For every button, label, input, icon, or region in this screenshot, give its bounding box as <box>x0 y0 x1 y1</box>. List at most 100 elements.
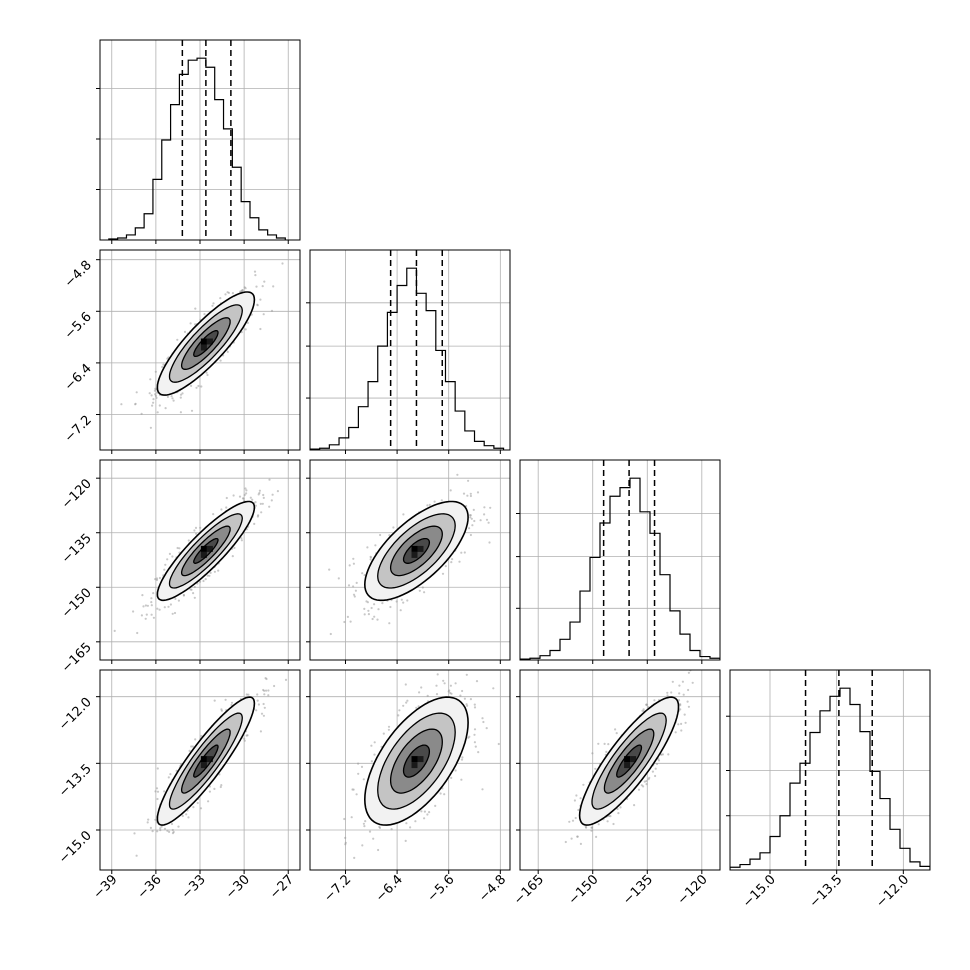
scatter-point <box>348 564 351 567</box>
scatter-point <box>179 411 182 414</box>
scatter-point <box>485 518 489 521</box>
scatter-point <box>388 534 391 537</box>
contour-line-0 <box>156 291 256 396</box>
scatter-point <box>449 684 452 687</box>
scatter-point <box>357 772 360 775</box>
scatter-point <box>423 810 426 813</box>
scatter-point <box>666 694 669 697</box>
panel-1-1 <box>306 249 511 454</box>
scatter-point <box>686 700 689 703</box>
contour-line-3 <box>402 537 431 564</box>
grid <box>310 250 510 450</box>
y-tick-label: −165 <box>59 640 95 676</box>
peak-cell <box>200 756 207 763</box>
panel-frame <box>729 669 931 871</box>
scatter-point <box>262 688 265 692</box>
y-tick-label: −150 <box>59 585 95 621</box>
scatter-point <box>526 701 528 703</box>
scatter-point <box>462 492 466 495</box>
scatter-point <box>149 426 152 429</box>
grid <box>520 460 720 660</box>
panel-frame <box>309 459 511 661</box>
scatter-point <box>582 783 585 786</box>
scatter-point <box>370 760 373 763</box>
scatter-point <box>152 398 155 401</box>
scatter-point <box>614 728 617 731</box>
scatter-point <box>426 813 429 816</box>
scatter-point <box>487 521 490 524</box>
scatter-point <box>200 385 203 388</box>
contour-line-3 <box>402 744 431 778</box>
scatter-point <box>262 493 265 497</box>
scatter-point <box>270 499 273 502</box>
contour-line-2 <box>180 525 231 577</box>
scatter-point <box>155 578 159 582</box>
scatter-point <box>200 734 203 738</box>
scatter-point <box>171 612 174 615</box>
scatter-point <box>208 790 211 793</box>
scatter-point <box>344 836 347 840</box>
scatter-point <box>414 820 417 823</box>
scatter-point <box>363 613 366 616</box>
scatter-point <box>227 291 230 294</box>
scatter-point <box>469 492 472 495</box>
scatter-point <box>352 593 356 596</box>
scatter-point <box>472 508 475 511</box>
scatter-point <box>404 839 407 843</box>
scatter-point <box>435 684 438 687</box>
scatter-point <box>194 738 197 741</box>
scatter-point <box>152 616 155 619</box>
scatter-point <box>254 501 257 504</box>
x-tick-label: −4.8 <box>476 872 509 905</box>
scatter-point <box>150 597 153 600</box>
scatter-point <box>225 496 228 500</box>
panel-frame <box>309 249 511 451</box>
scatter-point <box>156 411 159 414</box>
scatter-point <box>192 592 195 595</box>
panel-content <box>113 478 279 635</box>
scatter-point <box>343 817 346 821</box>
scatter-point <box>154 818 157 821</box>
contour-line-2 <box>180 728 231 794</box>
scatter-point <box>367 609 370 612</box>
scatter-point <box>147 818 150 821</box>
scatter-point <box>163 568 166 571</box>
scatter-point <box>454 682 457 685</box>
scatter-point <box>177 599 180 602</box>
scatter-point <box>352 562 355 565</box>
scatter-point <box>219 297 222 300</box>
scatter-point <box>415 706 418 709</box>
scatter-point <box>152 592 155 595</box>
scatter-point <box>243 739 246 742</box>
scatter-point <box>343 620 346 624</box>
scatter-point <box>404 683 407 686</box>
scatter-point <box>354 589 357 592</box>
scatter-point <box>423 817 426 820</box>
scatter-point <box>488 541 491 544</box>
scatter-point <box>164 563 167 566</box>
scatter-point <box>687 705 691 708</box>
scatter-point <box>362 822 365 825</box>
scatter-point <box>482 720 485 724</box>
scatter-point <box>370 744 373 747</box>
scatter-point <box>666 691 669 694</box>
scatter-point <box>169 603 172 606</box>
scatter-point <box>187 539 190 542</box>
scatter-point <box>206 373 209 377</box>
scatter-point <box>595 835 598 839</box>
scatter-point <box>682 693 685 696</box>
scatter-point <box>373 615 376 618</box>
scatter-point <box>240 537 243 540</box>
scatter-point <box>247 693 250 696</box>
panel-3-0: −39 −36 −33 −30 −27 −15.0 −13.5 −12.0 <box>56 669 301 902</box>
scatter-point <box>358 872 360 874</box>
scatter-point <box>603 742 606 746</box>
scatter-point <box>370 606 373 610</box>
scatter-point <box>255 285 258 288</box>
scatter-point <box>434 804 437 808</box>
scatter-point <box>691 681 694 684</box>
scatter-point <box>470 517 473 520</box>
scatter-point <box>260 511 263 514</box>
scatter-point <box>617 812 620 815</box>
